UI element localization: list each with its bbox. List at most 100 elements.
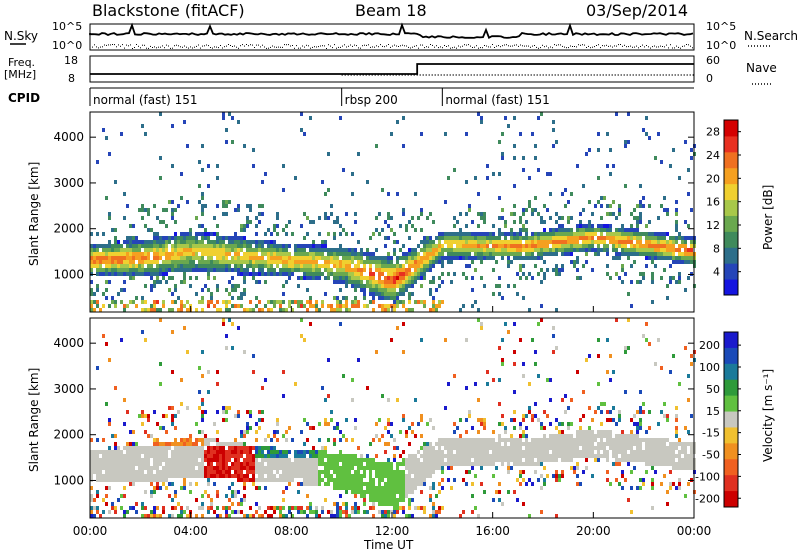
power-cell — [108, 244, 111, 248]
power-cell — [192, 236, 195, 240]
nsearch-trace-point — [356, 45, 357, 47]
power-cell — [282, 248, 285, 252]
velocity-cell — [261, 474, 264, 478]
velocity-cell — [360, 486, 363, 490]
velocity-cell — [369, 506, 372, 510]
velocity-cell — [219, 470, 222, 474]
velocity-cell — [105, 454, 108, 458]
power-cell — [225, 260, 228, 264]
power-cell — [288, 220, 291, 224]
nsearch-trace-point — [664, 46, 665, 48]
velocity-cell — [591, 454, 594, 458]
velocity-cell — [339, 474, 342, 478]
power-cell — [273, 300, 276, 304]
nsearch-trace-point — [108, 44, 109, 46]
power-cell — [627, 228, 630, 232]
power-cell — [357, 276, 360, 280]
velocity-cell — [174, 414, 177, 418]
velocity-cell — [441, 462, 444, 466]
power-cell — [237, 208, 240, 212]
velocity-cell — [366, 466, 369, 470]
power-cell — [225, 264, 228, 268]
velocity-cell — [267, 506, 270, 510]
velocity-cell — [348, 458, 351, 462]
velocity-cell — [336, 466, 339, 470]
velocity-cell — [483, 462, 486, 466]
power-cell — [288, 252, 291, 256]
velocity-cell — [420, 490, 423, 494]
power-cell — [387, 296, 390, 300]
power-cell — [279, 308, 282, 312]
power-cell — [198, 184, 201, 188]
velocity-cell — [465, 386, 468, 390]
power-cell — [519, 256, 522, 260]
power-cell — [276, 256, 279, 260]
velocity-cell — [162, 510, 165, 514]
power-cell — [465, 248, 468, 252]
velocity-cell — [216, 470, 219, 474]
velocity-cell — [306, 466, 309, 470]
power-cell — [153, 252, 156, 256]
power-cell — [585, 240, 588, 244]
power-cell — [117, 252, 120, 256]
velocity-cell — [555, 434, 558, 438]
velocity-cell — [438, 450, 441, 454]
power-cell — [486, 176, 489, 180]
power-cell — [657, 216, 660, 220]
velocity-cell — [159, 362, 162, 366]
velocity-cell — [591, 446, 594, 450]
velocity-cell — [339, 438, 342, 442]
power-cell — [648, 232, 651, 236]
power-cell — [390, 228, 393, 232]
velocity-cell — [618, 458, 621, 462]
nsearch-trace-point — [378, 46, 379, 48]
power-cell — [567, 232, 570, 236]
velocity-cell — [510, 458, 513, 462]
power-cell — [447, 256, 450, 260]
power-cell — [429, 252, 432, 256]
velocity-cell — [108, 454, 111, 458]
velocity-cell — [159, 514, 162, 518]
power-cell — [387, 292, 390, 296]
velocity-cell — [327, 358, 330, 362]
velocity-cell — [243, 446, 246, 450]
power-cell — [99, 252, 102, 256]
velocity-cell — [405, 466, 408, 470]
power-cell — [477, 224, 480, 228]
velocity-cell — [246, 478, 249, 482]
velocity-cell — [558, 438, 561, 442]
power-cell — [357, 264, 360, 268]
power-cell — [498, 248, 501, 252]
power-cell — [147, 240, 150, 244]
velocity-cell — [381, 490, 384, 494]
nsearch-trace-point — [606, 44, 607, 46]
power-cell — [537, 240, 540, 244]
power-cell — [669, 236, 672, 240]
nsearch-trace-point — [678, 46, 679, 48]
power-cell — [165, 280, 168, 284]
power-cell — [522, 236, 525, 240]
power-cell — [624, 140, 627, 144]
nsearch-trace-point — [216, 46, 217, 48]
power-cell — [258, 264, 261, 268]
velocity-cell — [300, 466, 303, 470]
velocity-cell — [390, 482, 393, 486]
velocity-cell — [249, 450, 252, 454]
velocity-cell — [225, 418, 228, 422]
velocity-cell — [201, 450, 204, 454]
power-cell — [630, 232, 633, 236]
power-cell — [576, 256, 579, 260]
power-cell — [531, 132, 534, 136]
velocity-cell — [465, 450, 468, 454]
power-cell — [165, 240, 168, 244]
power-cell — [384, 264, 387, 268]
velocity-cell — [246, 514, 249, 518]
velocity-cell — [384, 482, 387, 486]
power-cell — [390, 268, 393, 272]
velocity-cell — [267, 474, 270, 478]
velocity-cell — [135, 458, 138, 462]
power-cell — [564, 236, 567, 240]
power-cell — [297, 304, 300, 308]
velocity-cell — [429, 450, 432, 454]
velocity-cell — [162, 426, 165, 430]
